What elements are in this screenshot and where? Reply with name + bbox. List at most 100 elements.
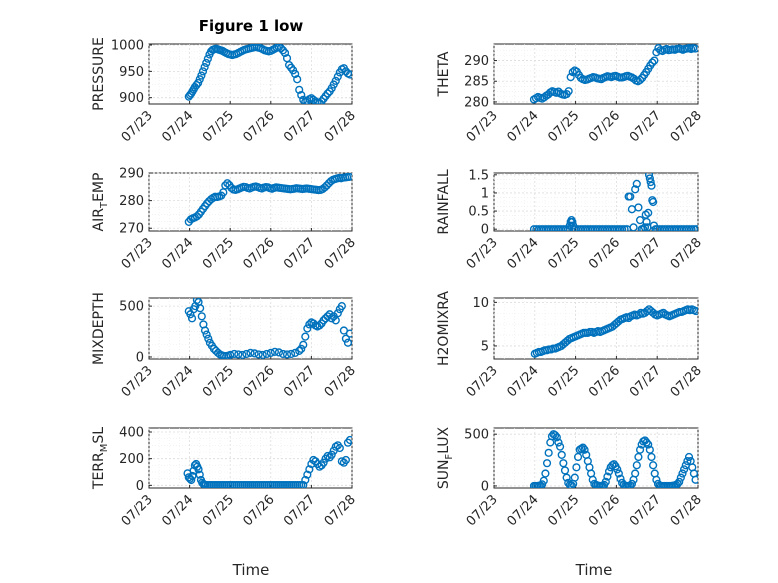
- data-point: [198, 67, 208, 76]
- x-tick-label: 07/26: [586, 363, 623, 400]
- y-tick-label: 10: [472, 296, 489, 311]
- x-tick-label: 07/23: [464, 108, 501, 145]
- y-tick-label: 290: [464, 54, 489, 69]
- data-point: [578, 443, 588, 452]
- data-point: [262, 349, 271, 359]
- data-point: [345, 173, 352, 181]
- data-point: [555, 442, 565, 451]
- data-point: [293, 75, 302, 84]
- data-point: [297, 90, 306, 100]
- subplot-mixdepth: 0 500 07/23 07/24 07/25 07/26 07/27 07/28 MIXDEP…: [91, 292, 359, 400]
- data-point: [639, 225, 648, 231]
- data-point: [204, 334, 213, 343]
- x-tick-label: 07/24: [159, 108, 196, 145]
- subplot-rainfall: 0 0.5 1 1.5 07/23 07/24 07/25 07/26 07/27 07/28 RA…: [436, 168, 705, 272]
- data-point: [564, 87, 573, 96]
- data-point: [631, 185, 640, 194]
- x-tick-label: 07/27: [627, 492, 664, 529]
- data-point: [683, 457, 692, 466]
- data-point: [573, 452, 583, 462]
- y-axis-label: SUNFLUX: [436, 426, 455, 489]
- data-point: [337, 302, 346, 311]
- data-point: [291, 69, 300, 79]
- data-point: [635, 75, 645, 85]
- data-point: [274, 348, 284, 357]
- data-point: [568, 217, 577, 227]
- data-point: [254, 350, 263, 359]
- x-tick-label: 07/23: [464, 363, 501, 400]
- data-series: [529, 430, 698, 488]
- x-tick-label: 07/26: [241, 363, 278, 400]
- data-series: [184, 173, 352, 226]
- data-point: [276, 44, 286, 53]
- x-tick-label: 07/27: [281, 108, 318, 145]
- data-point: [295, 346, 304, 355]
- data-point: [319, 458, 328, 467]
- y-tick-label: 270: [119, 222, 144, 237]
- y-tick-label: 285: [464, 75, 489, 90]
- data-point: [647, 452, 656, 462]
- data-point: [203, 54, 212, 63]
- data-point: [315, 321, 324, 330]
- data-point: [197, 71, 206, 80]
- data-point: [299, 480, 308, 488]
- data-point: [678, 469, 687, 478]
- data-point: [691, 306, 698, 316]
- data-point: [645, 445, 654, 454]
- y-tick-label: 950: [119, 65, 144, 80]
- data-point: [647, 181, 656, 190]
- data-point: [297, 344, 306, 353]
- x-tick-label: 07/23: [464, 492, 501, 529]
- data-point: [649, 197, 658, 207]
- data-point: [341, 455, 351, 465]
- x-tick-label: 07/24: [159, 235, 196, 272]
- y-axis-label: TERRMSL: [91, 427, 110, 490]
- x-tick-label: 07/28: [322, 363, 359, 400]
- x-tick-label: 07/26: [586, 108, 623, 145]
- x-tick-label: 07/28: [322, 108, 359, 145]
- data-point: [644, 440, 653, 449]
- data-point: [684, 452, 694, 462]
- x-tick-label: 07/28: [668, 492, 705, 529]
- data-point: [327, 450, 336, 459]
- data-point: [691, 44, 698, 53]
- data-point: [567, 481, 576, 488]
- data-point: [648, 58, 657, 67]
- data-point: [322, 181, 331, 190]
- subplot-air-temp: 270 280 290 07/23 07/24 07/25 07/26 07/27 07/28 A…: [91, 167, 359, 273]
- data-point: [632, 179, 641, 188]
- data-point: [187, 475, 196, 485]
- data-point: [691, 475, 698, 484]
- y-tick-label: 400: [119, 426, 144, 441]
- y-tick-label: 200: [119, 452, 144, 467]
- subplot-theta: 280 285 290 07/23 07/24 07/25 07/26 07/27 07/28 T…: [436, 43, 705, 145]
- x-tick-label: 07/25: [545, 108, 582, 145]
- data-point: [644, 173, 654, 179]
- data-series: [530, 305, 698, 358]
- data-point: [552, 433, 561, 442]
- y-tick-label: 0: [481, 479, 489, 494]
- x-tick-label: 07/25: [545, 235, 582, 272]
- y-axis-label: AIRTEMP: [91, 173, 110, 232]
- data-point: [315, 98, 324, 104]
- data-point: [343, 338, 352, 347]
- data-point: [187, 314, 197, 323]
- x-tick-label: 07/27: [627, 235, 664, 272]
- data-point: [560, 466, 570, 475]
- data-point: [258, 350, 267, 359]
- data-point: [188, 471, 197, 481]
- x-axis-label-right: Time: [575, 561, 613, 579]
- x-tick-label: 07/26: [241, 492, 278, 529]
- y-tick-label: 280: [464, 95, 489, 110]
- x-tick-label: 07/28: [668, 235, 705, 272]
- data-point: [566, 73, 575, 82]
- data-point: [305, 465, 314, 474]
- data-point: [613, 465, 622, 474]
- data-point: [238, 350, 247, 359]
- data-point: [335, 443, 344, 453]
- data-series: [529, 44, 698, 104]
- data-point: [301, 475, 310, 485]
- data-point: [542, 459, 552, 468]
